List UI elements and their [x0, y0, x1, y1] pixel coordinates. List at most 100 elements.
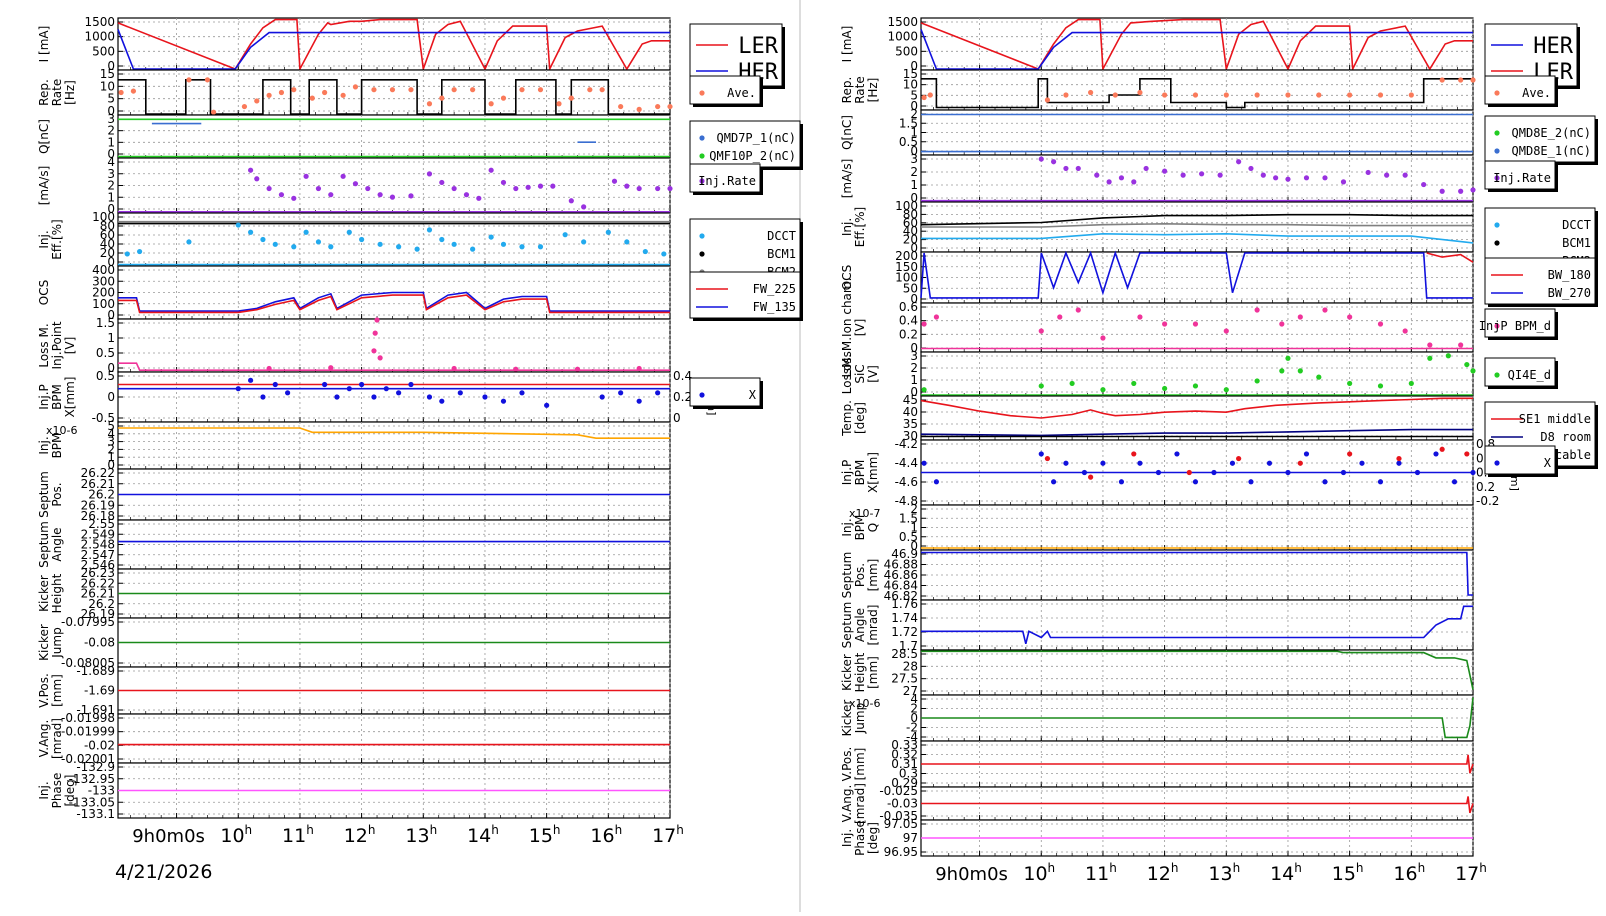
y-tick-label: 97: [903, 831, 918, 845]
series-point: [451, 87, 457, 93]
series-point: [278, 192, 285, 198]
series-point: [513, 185, 519, 192]
series-point: [537, 183, 544, 189]
time-tick-unit: h: [1048, 861, 1056, 875]
series-point: [482, 394, 488, 400]
series-point: [1451, 479, 1458, 485]
series-point: [328, 244, 334, 250]
legend-label: BW_270: [1548, 286, 1591, 300]
y-tick-label: 1.5: [96, 316, 115, 330]
y-axis-label: LossM.Ion cham.: [840, 278, 854, 378]
legend: InjP BPM_d: [1479, 308, 1558, 340]
y-tick-label: 0: [910, 59, 918, 73]
y-axis-label: Q[nC]: [840, 115, 854, 150]
series-line: [920, 397, 1473, 419]
y-tick-label: 0: [910, 191, 918, 205]
series-point: [1377, 479, 1384, 485]
y-axis-label: Jump: [853, 703, 867, 734]
time-tick-label: 14h: [1270, 861, 1302, 885]
series-line: [921, 650, 1474, 690]
y-axis-label: Rate: [853, 76, 867, 104]
y-tick-label: 60: [903, 216, 918, 230]
series-point: [1347, 92, 1353, 98]
legend-swatch: [1494, 222, 1500, 228]
y-tick-label: 0: [107, 308, 115, 322]
legend-box: [1484, 308, 1556, 338]
series-point: [1174, 451, 1180, 457]
y-tick-label: 26.21: [81, 477, 115, 491]
series-line: [921, 78, 1473, 109]
series-point: [266, 185, 272, 192]
right-y-tick-label: 0.4: [673, 369, 692, 383]
y-axis-label: Kicker: [37, 575, 51, 612]
y-axis-label: Pos.: [50, 482, 64, 506]
y-exponent-label: x10-7: [849, 507, 880, 520]
y-axis-label: [deg]: [866, 822, 880, 854]
y-axis-label: Angle: [50, 527, 64, 561]
series-point: [537, 87, 544, 93]
legend-box: [1484, 160, 1556, 190]
series-point: [210, 109, 217, 115]
series-point: [322, 381, 328, 388]
y-tick-label: 4: [107, 427, 115, 441]
series-point: [1254, 378, 1260, 384]
series-point: [1131, 451, 1137, 457]
series-point: [374, 317, 380, 323]
y-axis-label: Inj.P: [840, 460, 854, 486]
series-point: [426, 394, 433, 400]
series-line: [920, 29, 1473, 70]
legend-label: BW_180: [1548, 268, 1591, 282]
panel-frame: [920, 599, 1474, 651]
legend: Inj.Rate: [689, 163, 763, 195]
y-axis-label: BPM: [853, 515, 867, 541]
series-point: [667, 185, 673, 192]
y-tick-label: 80: [100, 219, 115, 233]
legend: QI4E_d: [1484, 357, 1558, 389]
series-point: [1408, 380, 1414, 387]
series-point: [1088, 474, 1094, 480]
y-tick-label: 300: [92, 274, 115, 288]
y-tick-label: 15: [100, 67, 115, 81]
y-axis-label: [Hz]: [63, 80, 77, 105]
y-axis-label: BPM: [50, 433, 64, 459]
panel-R16: 0.330.320.310.30.29 V.Pos. [mm]: [840, 738, 1474, 790]
series-line: [921, 754, 1474, 774]
y-tick-label: 0: [107, 458, 115, 472]
y-axis-label: Septum: [37, 471, 51, 518]
series-point: [1075, 307, 1081, 313]
series-line: [117, 29, 670, 70]
y-axis-label: Temp.: [840, 400, 854, 437]
y-tick-label: 30: [903, 429, 918, 443]
series-point: [1347, 380, 1353, 387]
y-axis-label: Phase: [50, 773, 64, 809]
series-point: [519, 87, 525, 93]
y-axis-label: Rep.: [37, 79, 51, 106]
series-point: [272, 381, 278, 388]
y-axis-label: [deg]: [63, 775, 77, 807]
series-point: [1464, 451, 1470, 457]
series-point: [352, 181, 359, 187]
y-axis-label: [mm]: [866, 656, 880, 689]
time-tick-unit: h: [245, 823, 253, 837]
hms-tick-label: 9h0m0s: [132, 826, 205, 847]
series-point: [1414, 469, 1421, 476]
y-tick-label: -0.035: [879, 809, 918, 823]
y-tick-label: 2: [910, 165, 918, 179]
series-line: [921, 222, 1473, 228]
time-tick-label: 10h: [1023, 861, 1055, 885]
y-tick-label: 100: [92, 297, 115, 311]
y-tick-label: 35: [903, 417, 918, 431]
series-point: [1396, 460, 1402, 466]
series-point: [377, 241, 383, 247]
series-point: [636, 106, 642, 112]
y-axis-label: Jump: [50, 627, 64, 658]
series-point: [519, 390, 525, 396]
series-line: [920, 18, 1473, 73]
series-point: [1439, 446, 1445, 452]
y-axis-label: Inj.: [37, 781, 51, 799]
y-axis-label: Q[nC]: [37, 119, 51, 154]
